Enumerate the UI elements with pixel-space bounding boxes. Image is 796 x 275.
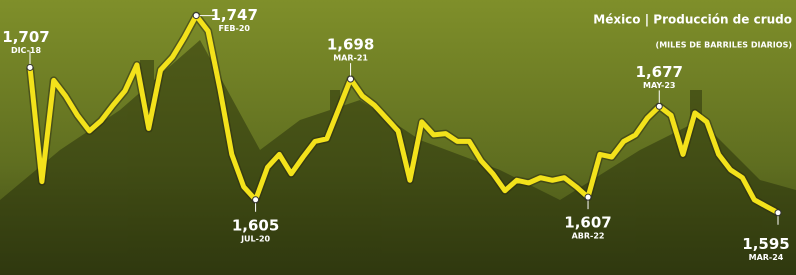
- value-label: 1,747: [210, 6, 257, 24]
- point-marker: [656, 103, 662, 109]
- point-marker: [585, 194, 591, 200]
- date-label: MAR-24: [749, 253, 784, 262]
- value-label: 1,677: [636, 63, 683, 81]
- value-label: 1,698: [327, 36, 374, 54]
- point-marker: [27, 64, 33, 70]
- point-marker: [348, 76, 354, 82]
- point-marker: [193, 13, 199, 19]
- value-label: 1,595: [742, 235, 789, 253]
- value-label: 1,605: [232, 216, 279, 234]
- point-marker: [253, 197, 259, 203]
- chart: México | Producción de crudo (MILES DE B…: [0, 0, 796, 275]
- date-label: DIC-18: [11, 46, 42, 55]
- value-label: 1,707: [2, 28, 49, 46]
- date-label: FEB-20: [218, 24, 250, 33]
- date-label: JUL-20: [240, 234, 270, 243]
- chart-subtitle: (MILES DE BARRILES DIARIOS): [656, 41, 792, 50]
- chart-title: México | Producción de crudo: [593, 13, 792, 27]
- value-label: 1,607: [564, 214, 611, 232]
- date-label: MAR-21: [333, 54, 368, 63]
- point-marker: [775, 210, 781, 216]
- date-label: MAY-23: [643, 81, 675, 90]
- date-label: ABR-22: [572, 232, 605, 241]
